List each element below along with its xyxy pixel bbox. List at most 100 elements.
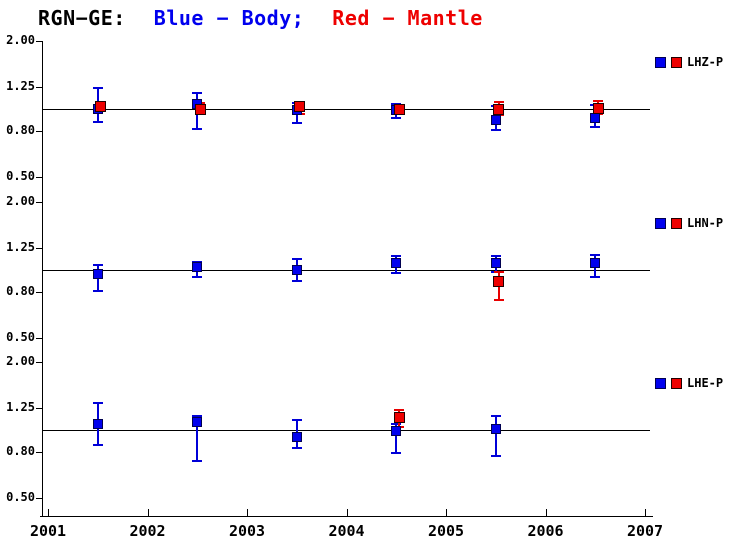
error-bar-cap xyxy=(291,280,302,283)
error-bar-cap xyxy=(192,415,203,418)
error-bar-cap xyxy=(92,86,103,89)
x-axis-tick xyxy=(545,509,547,516)
x-axis-tick xyxy=(48,509,49,516)
legend-label: LHE-P xyxy=(687,375,724,390)
x-axis xyxy=(40,516,653,517)
y-axis-tick xyxy=(36,87,42,88)
body-point xyxy=(490,424,501,435)
x-tick-label: 2001 xyxy=(29,522,67,540)
error-bar-cap xyxy=(192,276,203,279)
y-axis-tick xyxy=(36,451,42,453)
body-error-bar xyxy=(494,416,497,456)
y-axis-tick xyxy=(36,361,42,363)
error-bar-cap xyxy=(493,101,504,104)
error-bar-cap xyxy=(394,409,405,412)
x-tick-label: 2003 xyxy=(228,522,266,540)
title-mantle-legend: Red − Mantle xyxy=(332,6,483,30)
legend-label: LHZ-P xyxy=(687,54,724,69)
body-point xyxy=(92,419,103,430)
mantle-point xyxy=(493,103,505,115)
error-bar-cap xyxy=(391,423,402,426)
legend-body-swatch xyxy=(655,56,666,68)
y-tick-label: 2.00 xyxy=(6,32,35,47)
mantle-point xyxy=(592,102,604,114)
body-point xyxy=(590,113,601,124)
error-bar-cap xyxy=(92,289,103,292)
y-axis-tick xyxy=(36,201,42,203)
error-bar-cap xyxy=(291,121,302,124)
title-station: RGN−GE: xyxy=(38,6,126,30)
y-axis-tick xyxy=(36,291,42,293)
error-bar-cap xyxy=(593,100,604,103)
body-point xyxy=(590,258,601,269)
x-tick-label: 2005 xyxy=(427,522,465,540)
x-axis-tick xyxy=(346,509,348,516)
body-point xyxy=(490,115,501,126)
y-tick-label: 2.00 xyxy=(6,353,35,368)
body-point xyxy=(391,258,402,269)
y-tick-label: 2.00 xyxy=(6,193,35,208)
mantle-point xyxy=(393,103,405,115)
error-bar-cap xyxy=(391,272,402,274)
y-axis xyxy=(42,41,43,516)
y-tick-label: 0.50 xyxy=(6,490,35,505)
mantle-point xyxy=(393,411,405,423)
x-tick-label: 2006 xyxy=(527,522,564,540)
legend-body-swatch xyxy=(655,377,666,389)
error-bar-cap xyxy=(490,128,501,131)
body-point xyxy=(291,432,302,443)
y-tick-label: 0.50 xyxy=(6,169,35,184)
mantle-point xyxy=(294,100,306,112)
legend-mantle-swatch xyxy=(671,217,682,229)
error-bar-cap xyxy=(192,460,203,463)
y-axis-tick xyxy=(36,40,42,42)
x-tick-label: 2007 xyxy=(626,522,664,540)
error-bar-cap xyxy=(291,447,302,450)
error-bar-cap xyxy=(391,255,402,258)
error-bar-cap xyxy=(92,402,103,405)
legend-body-swatch xyxy=(655,217,666,229)
mantle-point xyxy=(493,275,505,287)
mantle-point xyxy=(95,100,107,112)
body-point xyxy=(490,258,501,269)
y-tick-label: 1.25 xyxy=(6,240,35,254)
y-tick-label: 0.80 xyxy=(6,122,35,137)
mantle-point xyxy=(194,104,206,116)
x-tick-label: 2004 xyxy=(328,522,365,540)
error-bar-cap xyxy=(490,454,501,457)
error-bar-cap xyxy=(291,418,302,421)
y-tick-label: 0.50 xyxy=(6,330,35,345)
plot-title: RGN−GE: Blue − Body; Red − Mantle xyxy=(38,6,483,30)
error-bar-cap xyxy=(590,253,601,256)
y-axis-tick xyxy=(36,248,42,249)
legend-mantle-swatch xyxy=(671,56,682,68)
error-bar-cap xyxy=(490,255,501,258)
error-bar-cap xyxy=(493,270,504,273)
reference-line xyxy=(42,430,650,431)
body-error-bar xyxy=(196,416,199,462)
legend-mantle-swatch xyxy=(671,377,682,389)
error-bar-cap xyxy=(92,443,103,446)
y-axis-tick xyxy=(36,338,42,340)
y-tick-label: 0.80 xyxy=(6,283,35,298)
y-tick-label: 1.25 xyxy=(6,400,35,414)
body-point xyxy=(92,269,103,280)
error-bar-cap xyxy=(391,452,402,455)
y-tick-label: 1.25 xyxy=(6,79,35,93)
x-tick-label: 2002 xyxy=(129,522,166,540)
error-bar-cap xyxy=(391,117,402,120)
x-axis-tick xyxy=(645,509,646,516)
error-bar-cap xyxy=(192,127,203,130)
error-bar-cap xyxy=(490,415,501,418)
x-axis-tick xyxy=(446,509,447,516)
error-bar-cap xyxy=(493,114,504,117)
body-point xyxy=(192,417,203,428)
y-axis-tick xyxy=(36,498,42,500)
title-body-legend: Blue − Body; xyxy=(153,6,305,30)
x-axis-tick xyxy=(147,509,149,516)
error-bar-cap xyxy=(192,91,203,94)
error-bar-cap xyxy=(92,264,103,267)
y-tick-label: 0.80 xyxy=(6,443,35,458)
body-point xyxy=(291,265,302,275)
